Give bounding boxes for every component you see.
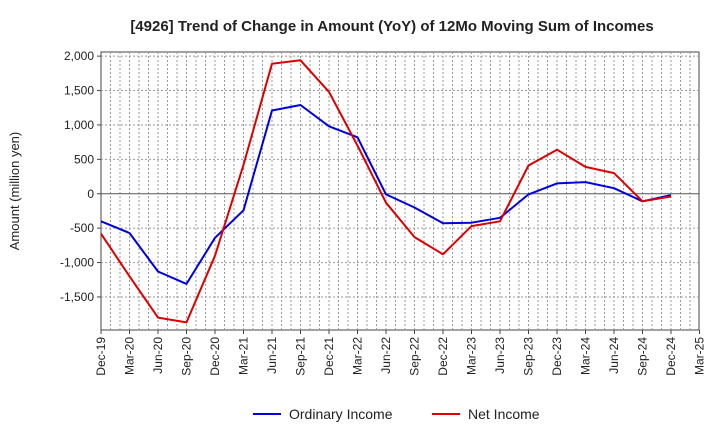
legend: Ordinary Income Net Income (253, 406, 540, 422)
x-tick-label: Dec-21 (322, 337, 336, 376)
grid-lines (101, 52, 699, 330)
chart-title: [4926] Trend of Change in Amount (YoY) o… (130, 18, 653, 35)
x-tick-label: Dec-23 (550, 337, 564, 376)
x-tick-label: Jun-21 (265, 337, 279, 374)
y-tick-label: 1,000 (64, 118, 94, 132)
legend-label: Net Income (468, 406, 540, 422)
x-tick-label: Dec-20 (208, 337, 222, 376)
x-tick-label: Dec-24 (664, 337, 678, 376)
y-tick-label: -1,000 (60, 256, 94, 270)
y-tick-label: 1,500 (64, 84, 94, 98)
y-axis-ticks: 2,000 1,500 1,000 500 0 -500 -1,000 -1,500 (60, 49, 101, 304)
x-tick-label: Mar-24 (579, 337, 593, 375)
y-tick-label: 0 (87, 187, 94, 201)
y-tick-label: 2,000 (64, 49, 94, 63)
series-line-ordinary-income (100, 104, 672, 285)
y-tick-label: -500 (70, 221, 94, 235)
y-tick-label: -1,500 (60, 290, 94, 304)
x-tick-label: Jun-20 (151, 337, 165, 374)
x-axis-ticks: Dec-19 Mar-20 Jun-20 Sep-20 Dec-20 Mar-21 Jun-… (94, 330, 707, 376)
x-tick-label: Sep-20 (180, 337, 194, 376)
x-tick-label: Mar-22 (351, 337, 365, 375)
x-tick-label: Sep-24 (636, 337, 650, 376)
series-line-net-income (100, 59, 672, 324)
x-tick-label: Dec-19 (94, 337, 108, 376)
x-tick-label: Mar-20 (123, 337, 137, 375)
x-tick-label: Mar-23 (465, 337, 479, 375)
series-lines (100, 59, 672, 324)
x-tick-label: Sep-22 (408, 337, 422, 376)
legend-label: Ordinary Income (289, 406, 393, 422)
x-tick-label: Dec-22 (436, 337, 450, 376)
x-tick-label: Jun-22 (379, 337, 393, 374)
y-tick-label: 500 (74, 152, 94, 166)
y-axis-label: Amount (million yen) (7, 132, 22, 251)
x-tick-label: Jun-23 (493, 337, 507, 374)
x-tick-label: Mar-21 (237, 337, 251, 375)
plot-area (100, 51, 700, 331)
x-tick-label: Jun-24 (607, 337, 621, 374)
x-tick-label: Mar-25 (693, 337, 707, 375)
x-tick-label: Sep-21 (294, 337, 308, 376)
x-tick-label: Sep-23 (522, 337, 536, 376)
